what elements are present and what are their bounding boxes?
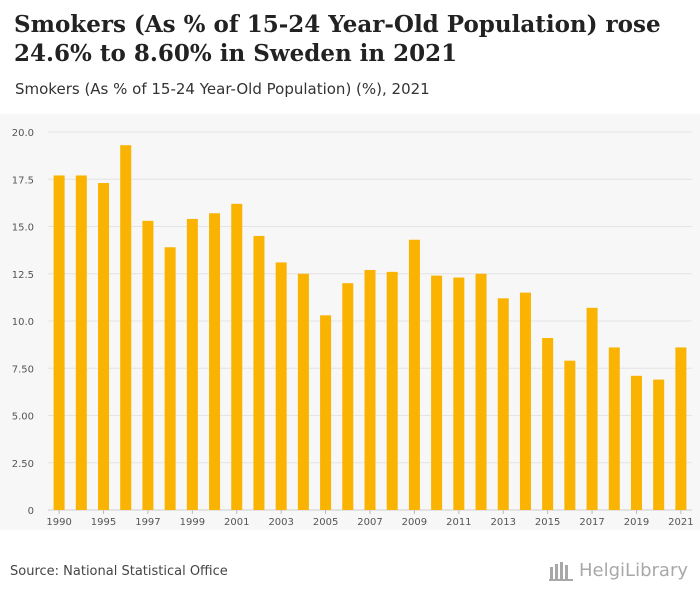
bar	[209, 213, 221, 510]
y-tick-label: 20.0	[12, 128, 34, 139]
bar	[98, 183, 110, 510]
bar	[608, 347, 620, 510]
bar	[364, 269, 376, 510]
bar	[231, 203, 243, 510]
bar	[186, 218, 198, 510]
bar	[53, 175, 65, 510]
x-tick-label: 2017	[579, 517, 604, 528]
bar	[75, 175, 87, 510]
bar	[253, 235, 265, 510]
bar	[653, 379, 665, 510]
bar	[320, 315, 332, 510]
bar	[120, 145, 132, 511]
bar-chart: 0 2.50 5.00 7.50 10.0 12.5 15.0 17.5 20.0 1990 199…	[12, 128, 694, 528]
y-tick-label: 2.50	[12, 459, 34, 470]
bar	[164, 247, 176, 511]
bar	[497, 298, 509, 510]
bar	[519, 292, 531, 510]
y-tick-label: 5.00	[12, 412, 34, 423]
y-tick-label: 15.0	[12, 223, 34, 234]
x-tick-label: 2019	[624, 517, 649, 528]
bar	[297, 273, 309, 510]
x-tick-label: 2001	[224, 517, 249, 528]
logo-text: HelgiLibrary	[579, 560, 688, 581]
chart-title: Smokers (As % of 15-24 Year-Old Populati…	[14, 11, 661, 67]
bar	[475, 273, 487, 510]
x-tick-label: 2003	[268, 517, 293, 528]
x-tick-label: 2011	[446, 517, 471, 528]
x-tick-label: 1999	[180, 517, 205, 528]
bar	[542, 338, 554, 510]
x-tick-label: 2007	[357, 517, 382, 528]
bar	[564, 360, 576, 510]
bar	[142, 220, 154, 510]
bar	[408, 239, 420, 510]
x-tick-label: 2013	[491, 517, 516, 528]
bar	[586, 307, 598, 510]
bar	[342, 283, 354, 510]
bar	[275, 262, 287, 510]
chart-subtitle: Smokers (As % of 15-24 Year-Old Populati…	[15, 80, 430, 98]
x-tick-label: 1990	[46, 517, 71, 528]
source-note: Source: National Statistical Office	[10, 564, 228, 579]
bar	[675, 347, 687, 510]
x-tick-label: 2021	[668, 517, 693, 528]
x-tick-label: 1995	[91, 517, 116, 528]
y-tick-label: 7.50	[12, 364, 34, 375]
x-tick-label: 2005	[313, 517, 338, 528]
y-tick-label: 17.5	[12, 175, 34, 186]
x-tick-label: 1997	[135, 517, 160, 528]
bar	[386, 271, 398, 510]
helgilibrary-logo: HelgiLibrary	[549, 560, 688, 581]
library-icon	[549, 561, 574, 581]
x-tick-label: 2015	[535, 517, 560, 528]
y-tick-label: 12.5	[12, 270, 34, 281]
bar	[453, 277, 465, 510]
x-tick-label: 2009	[402, 517, 427, 528]
footer	[0, 530, 700, 596]
y-tick-label: 0	[28, 506, 34, 517]
bar	[431, 275, 443, 510]
bar	[630, 375, 642, 510]
y-tick-label: 10.0	[12, 317, 34, 328]
